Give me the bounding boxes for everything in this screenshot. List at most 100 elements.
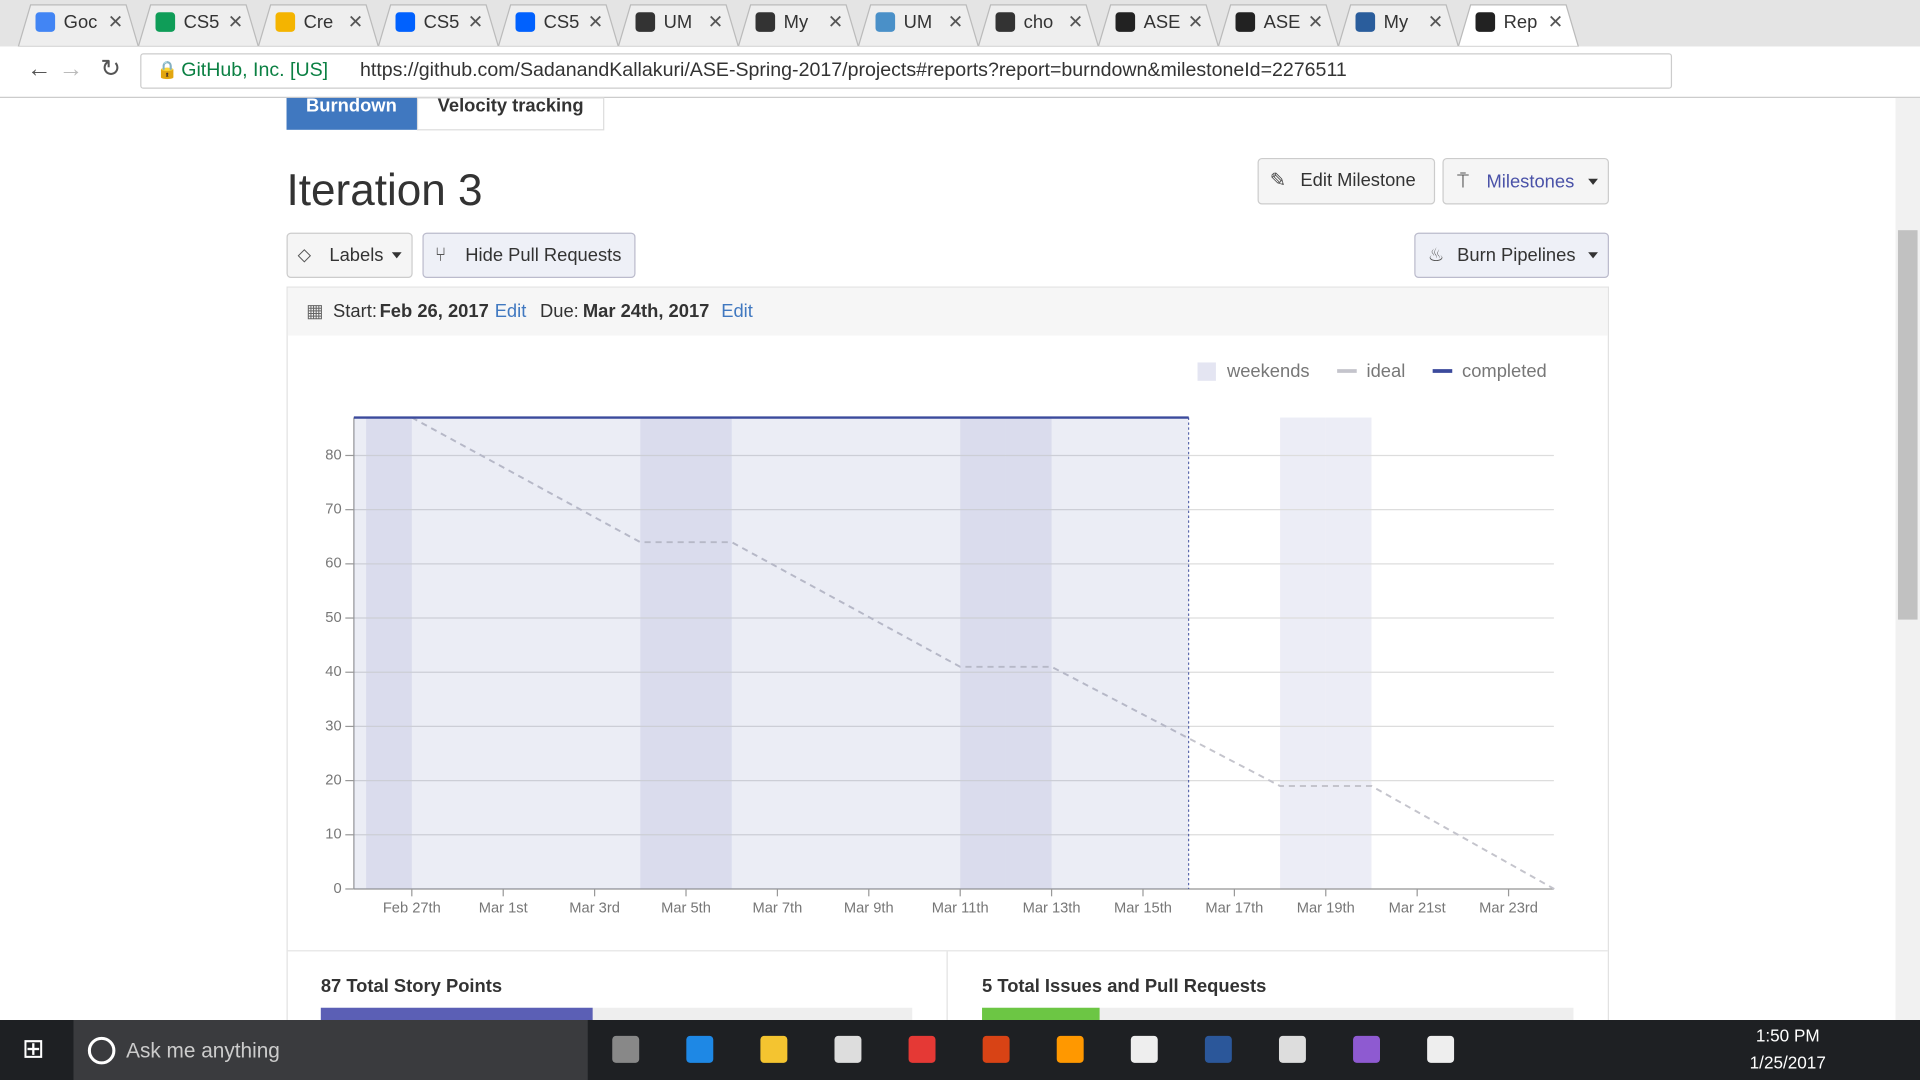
tab-close[interactable]: ✕ xyxy=(468,11,483,32)
chart-panel xyxy=(286,286,1609,1047)
taskbar-app[interactable] xyxy=(982,1035,1010,1063)
favicon xyxy=(35,12,56,32)
tab-close[interactable]: ✕ xyxy=(948,11,963,32)
hide-prs-button[interactable] xyxy=(422,232,636,278)
clock-time: 1:50 PM xyxy=(1756,1026,1820,1046)
y-tick-label: 0 xyxy=(333,881,341,897)
favicon xyxy=(1475,12,1496,32)
search-box[interactable] xyxy=(73,1020,588,1080)
forward-button[interactable]: → xyxy=(59,55,83,82)
edit-link[interactable]: Edit xyxy=(495,300,527,321)
tab-title: Goc xyxy=(64,11,98,32)
omnibox[interactable] xyxy=(140,53,1673,89)
tab-close[interactable]: ✕ xyxy=(1188,11,1203,32)
pencil-icon: ✎ xyxy=(1270,169,1286,191)
favicon xyxy=(995,12,1016,32)
milestone-icon: ⍑ xyxy=(1457,171,1469,193)
taskbar-app[interactable] xyxy=(612,1035,640,1063)
tab-close[interactable]: ✕ xyxy=(348,11,363,32)
edit-link[interactable]: Edit xyxy=(721,300,753,321)
favicon xyxy=(155,12,176,32)
panel-header xyxy=(287,287,1608,336)
tab[interactable] xyxy=(416,97,605,131)
reload-button[interactable]: ↻ xyxy=(100,55,121,82)
scroll-thumb[interactable] xyxy=(1897,230,1918,620)
button-label: Milestones xyxy=(1487,170,1575,191)
tab-title: CS5 xyxy=(544,11,580,32)
y-tick-label: 70 xyxy=(325,502,341,518)
favicon xyxy=(1355,12,1376,32)
button-label: Hide Pull Requests xyxy=(465,244,621,265)
progress-track xyxy=(982,1007,1574,1020)
x-tick-label: Mar 23rd xyxy=(1479,900,1538,916)
tab-close[interactable]: ✕ xyxy=(1068,11,1083,32)
due-label: Due: xyxy=(540,300,579,321)
tab-close[interactable]: ✕ xyxy=(228,11,243,32)
weekend-band xyxy=(1280,417,1326,889)
tab-close[interactable]: ✕ xyxy=(1428,11,1443,32)
legend-swatch xyxy=(1197,362,1216,381)
story-points: 87 Total Story Points xyxy=(321,975,502,996)
calendar-icon: ▦ xyxy=(306,300,323,321)
x-tick-label: Mar 5th xyxy=(661,900,711,916)
favicon xyxy=(515,12,536,32)
cortana-icon xyxy=(87,1036,116,1065)
tab-close[interactable]: ✕ xyxy=(1548,11,1563,32)
taskbar-app[interactable] xyxy=(1056,1035,1084,1063)
edit-milestone-button[interactable] xyxy=(1257,157,1436,205)
tab-title: CS5 xyxy=(424,11,460,32)
favicon xyxy=(635,12,656,32)
page-title: Iteration 3 xyxy=(287,166,483,215)
x-tick-label: Mar 11th xyxy=(932,900,989,916)
taskbar-app[interactable] xyxy=(1278,1035,1306,1063)
tab-title: CS5 xyxy=(184,11,220,32)
site-identity: GitHub, Inc. [US] xyxy=(181,59,328,81)
x-tick-label: Mar 13th xyxy=(1023,900,1081,916)
tab-close[interactable]: ✕ xyxy=(1308,11,1323,32)
tab-title: ASE xyxy=(1144,11,1181,32)
y-tick-label: 80 xyxy=(325,447,341,463)
weekend-band xyxy=(686,417,732,889)
burn-pipelines-button[interactable] xyxy=(1414,232,1609,278)
caret xyxy=(391,252,402,259)
taskbar-app[interactable] xyxy=(1353,1035,1380,1063)
x-tick-label: Mar 15th xyxy=(1114,900,1172,916)
taskbar-app[interactable] xyxy=(1204,1035,1232,1063)
x-tick-label: Mar 19th xyxy=(1297,900,1355,916)
milestones-button[interactable] xyxy=(1442,157,1609,205)
taskbar-app[interactable] xyxy=(1130,1035,1158,1063)
x-tick-label: Mar 7th xyxy=(753,900,803,916)
start-button[interactable]: ⊞ xyxy=(22,1034,45,1064)
url: https://github.com/SadanandKallakuri/ASE… xyxy=(360,59,1347,81)
taskbar-app[interactable] xyxy=(834,1035,862,1063)
weekend-band xyxy=(960,417,1006,889)
clock-date: 1/25/2017 xyxy=(1750,1053,1826,1073)
caret xyxy=(1588,178,1598,185)
weekend-band xyxy=(1005,417,1052,889)
flame-icon: ♨ xyxy=(1428,244,1444,265)
tab-title: My xyxy=(784,11,809,32)
weekend-band xyxy=(1325,417,1372,889)
x-tick-label: Mar 17th xyxy=(1205,900,1263,916)
labels-button[interactable] xyxy=(286,232,413,278)
back-button[interactable]: ← xyxy=(27,55,51,82)
y-tick-label: 30 xyxy=(325,718,341,734)
tab-close[interactable]: ✕ xyxy=(828,11,843,32)
taskbar-app[interactable] xyxy=(1427,1035,1455,1063)
taskbar-app[interactable] xyxy=(908,1035,936,1063)
due-date: Mar 24th, 2017 xyxy=(583,300,710,321)
y-tick-label: 40 xyxy=(325,664,341,680)
taskbar-app[interactable] xyxy=(760,1035,788,1063)
completed-area xyxy=(353,417,1189,889)
tab-close[interactable]: ✕ xyxy=(708,11,723,32)
y-tick-label: 60 xyxy=(325,556,341,572)
tab-close[interactable]: ✕ xyxy=(108,11,123,32)
button-label: Burn Pipelines xyxy=(1457,244,1575,265)
x-tick-label: Feb 27th xyxy=(383,900,441,916)
taskbar-app[interactable] xyxy=(686,1035,714,1063)
lock-icon: 🔒 xyxy=(157,60,178,80)
tab-close[interactable]: ✕ xyxy=(588,11,603,32)
tab-active[interactable] xyxy=(286,97,418,130)
search-placeholder: Ask me anything xyxy=(126,1039,280,1062)
favicon xyxy=(275,12,296,32)
